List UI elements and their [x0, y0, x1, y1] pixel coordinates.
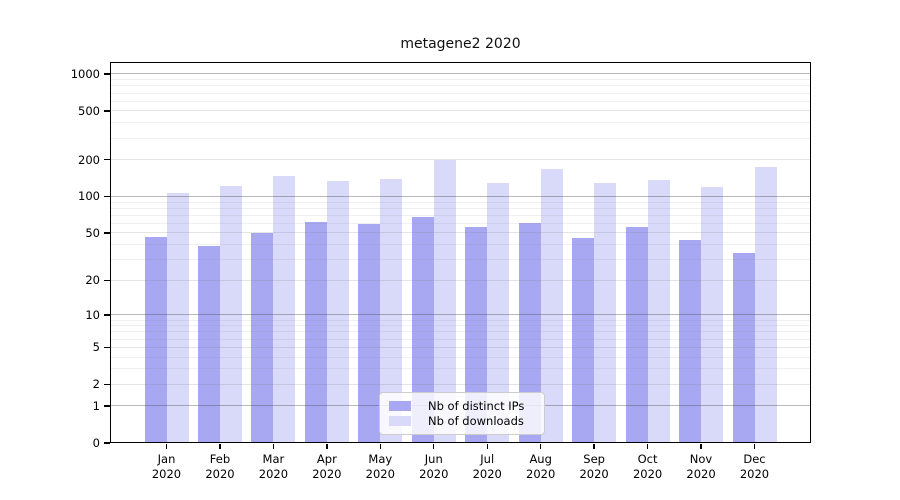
bar-distinct-ips-may	[358, 224, 381, 443]
bar-distinct-ips-oct	[625, 227, 648, 443]
legend: Nb of distinct IPs Nb of downloads	[379, 392, 545, 435]
bar-distinct-ips-jan	[144, 237, 167, 443]
bar-distinct-ips-sep	[572, 238, 595, 443]
bar-downloads-oct	[647, 180, 670, 443]
bar-downloads-jan	[166, 192, 189, 443]
bar-downloads-nov	[701, 186, 724, 443]
bar-downloads-mar	[273, 175, 296, 443]
bar-distinct-ips-aug	[518, 222, 541, 443]
bar-downloads-sep	[594, 183, 617, 443]
legend-label-downloads: Nb of downloads	[428, 414, 524, 429]
bar-downloads-may	[380, 179, 403, 443]
legend-label-distinct-ips: Nb of distinct IPs	[428, 398, 525, 413]
bar-distinct-ips-jul	[465, 227, 488, 443]
bar-distinct-ips-jun	[411, 216, 434, 443]
bar-distinct-ips-dec	[732, 253, 755, 443]
bar-distinct-ips-mar	[251, 232, 274, 443]
bar-downloads-dec	[754, 166, 777, 443]
bar-downloads-jul	[487, 182, 510, 443]
bar-distinct-ips-feb	[197, 245, 220, 443]
legend-swatch-downloads	[389, 416, 411, 427]
legend-swatch-distinct-ips	[389, 400, 411, 411]
bar-downloads-jun	[433, 159, 456, 443]
bar-distinct-ips-apr	[304, 221, 327, 443]
bar-downloads-apr	[326, 181, 349, 443]
bar-downloads-feb	[219, 185, 242, 443]
legend-item-distinct-ips: Nb of distinct IPs	[389, 399, 535, 413]
bar-distinct-ips-nov	[679, 239, 702, 443]
bar-downloads-aug	[540, 168, 563, 443]
chart-title: metagene2 2020	[400, 36, 521, 52]
legend-item-downloads: Nb of downloads	[389, 414, 535, 428]
